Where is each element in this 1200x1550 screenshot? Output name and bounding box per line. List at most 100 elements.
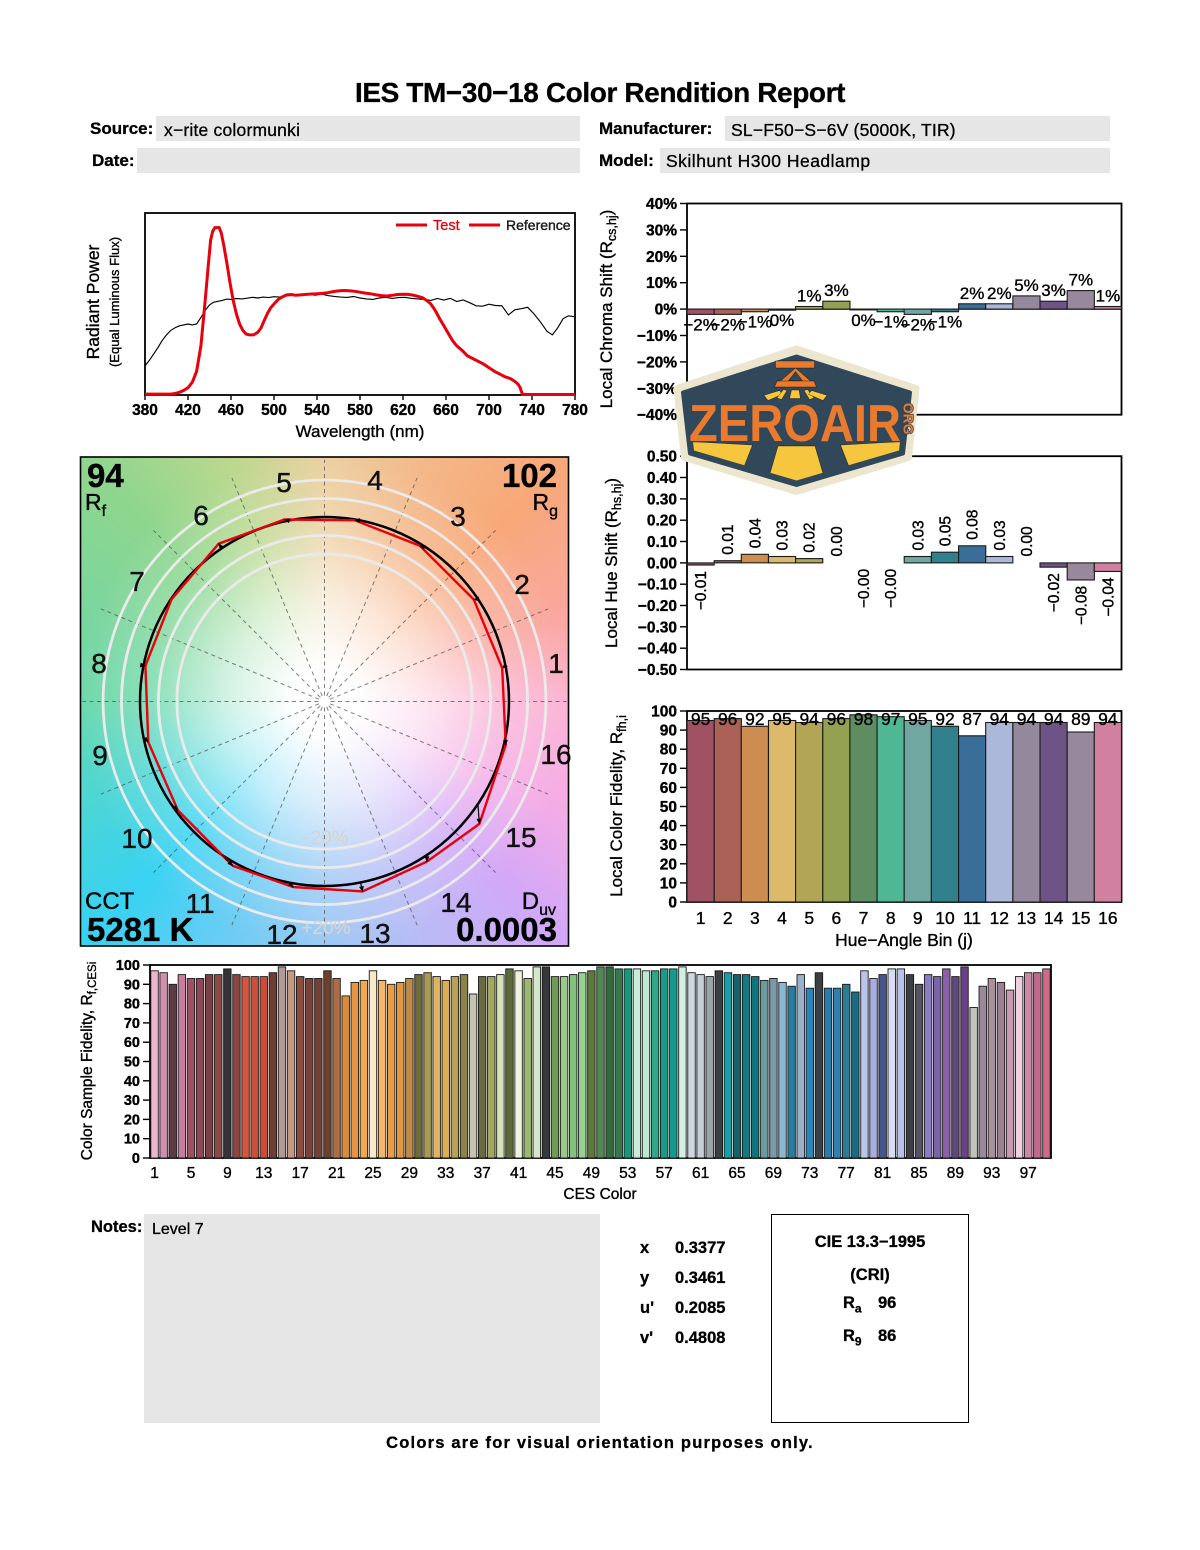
svg-text:20: 20 [660, 856, 677, 873]
svg-text:Local Chroma Shift (Rcs,hj): Local Chroma Shift (Rcs,hj) [597, 210, 619, 409]
svg-text:780: 780 [562, 402, 588, 419]
svg-text:14: 14 [440, 887, 471, 918]
svg-text:20: 20 [124, 1112, 140, 1128]
svg-text:0.03: 0.03 [910, 520, 927, 550]
svg-text:0%: 0% [770, 311, 795, 330]
svg-text:Reference: Reference [506, 217, 571, 233]
svg-text:−0.01: −0.01 [693, 571, 710, 610]
svg-text:0%: 0% [655, 302, 678, 319]
svg-text:94: 94 [1017, 709, 1037, 729]
svg-text:12: 12 [266, 919, 297, 950]
svg-text:69: 69 [765, 1165, 782, 1182]
svg-text:460: 460 [218, 402, 244, 419]
svg-text:45: 45 [546, 1165, 563, 1182]
svg-text:−20%: −20% [637, 354, 677, 371]
svg-text:1: 1 [696, 908, 706, 928]
svg-text:11: 11 [963, 908, 981, 928]
svg-text:+20%: +20% [301, 918, 350, 939]
svg-text:60: 60 [660, 780, 677, 797]
svg-text:5: 5 [276, 467, 292, 498]
svg-text:2: 2 [723, 908, 733, 928]
svg-text:40: 40 [124, 1074, 140, 1090]
svg-text:73: 73 [801, 1165, 818, 1182]
svg-text:13: 13 [1017, 908, 1036, 928]
svg-text:41: 41 [510, 1165, 527, 1182]
svg-text:3: 3 [450, 501, 466, 532]
svg-text:7%: 7% [1069, 271, 1094, 290]
svg-text:80: 80 [660, 742, 677, 759]
svg-text:580: 580 [347, 402, 373, 419]
svg-text:30: 30 [124, 1093, 140, 1109]
svg-text:17: 17 [292, 1165, 309, 1182]
svg-text:0.10: 0.10 [647, 534, 677, 551]
svg-text:−0.04: −0.04 [1100, 577, 1117, 617]
svg-text:740: 740 [519, 402, 545, 419]
svg-text:7: 7 [859, 908, 869, 928]
svg-text:94: 94 [990, 709, 1010, 729]
svg-text:0.02: 0.02 [802, 522, 819, 552]
svg-text:500: 500 [261, 402, 287, 419]
svg-text:53: 53 [619, 1165, 636, 1182]
svg-text:15: 15 [505, 822, 536, 853]
svg-text:Radiant Power: Radiant Power [83, 244, 103, 359]
svg-text:0.00: 0.00 [829, 526, 846, 557]
svg-text:−2%: −2% [710, 315, 745, 334]
svg-text:Wavelength (nm): Wavelength (nm) [296, 422, 425, 441]
svg-text:0.0003: 0.0003 [456, 911, 557, 948]
svg-text:94: 94 [799, 709, 819, 729]
svg-text:85: 85 [910, 1165, 927, 1182]
svg-text:95: 95 [908, 709, 927, 729]
svg-text:49: 49 [583, 1165, 600, 1182]
svg-text:3%: 3% [1041, 281, 1066, 300]
svg-text:94: 94 [1098, 709, 1118, 729]
svg-text:6: 6 [832, 908, 842, 928]
svg-text:33: 33 [437, 1165, 454, 1182]
svg-text:Rf: Rf [85, 489, 107, 520]
svg-text:1: 1 [150, 1165, 159, 1182]
svg-text:15: 15 [1071, 908, 1090, 928]
svg-text:Local Hue Shift (Rhs,hj): Local Hue Shift (Rhs,hj) [602, 478, 624, 648]
svg-text:−0.20: −0.20 [638, 598, 677, 615]
svg-text:10: 10 [935, 908, 955, 928]
svg-text:50: 50 [660, 799, 677, 816]
svg-text:9: 9 [913, 908, 923, 928]
svg-text:30%: 30% [646, 222, 677, 239]
svg-text:0.04: 0.04 [747, 518, 764, 549]
svg-text:−40%: −40% [637, 407, 677, 424]
svg-text:−2%: −2% [901, 315, 936, 334]
svg-text:−0.08: −0.08 [1073, 586, 1090, 625]
svg-text:60: 60 [124, 1035, 140, 1051]
svg-text:CES Color: CES Color [563, 1186, 636, 1203]
svg-text:70: 70 [124, 1016, 140, 1032]
svg-text:37: 37 [474, 1165, 491, 1182]
svg-text:10%: 10% [646, 275, 677, 292]
svg-text:5: 5 [804, 908, 814, 928]
svg-text:96: 96 [718, 709, 737, 729]
svg-text:89: 89 [947, 1165, 964, 1182]
svg-text:700: 700 [476, 402, 502, 419]
svg-text:2%: 2% [987, 284, 1012, 303]
svg-text:ZEROAIR: ZEROAIR [689, 395, 901, 453]
svg-text:−20%: −20% [299, 828, 348, 849]
svg-text:96: 96 [827, 709, 846, 729]
svg-text:92: 92 [935, 709, 954, 729]
svg-text:11: 11 [185, 888, 214, 919]
svg-text:0.00: 0.00 [1019, 526, 1036, 557]
svg-text:94: 94 [1044, 709, 1064, 729]
svg-text:93: 93 [983, 1165, 1000, 1182]
svg-text:ORG: ORG [901, 403, 916, 435]
svg-text:−0.50: −0.50 [638, 662, 677, 679]
svg-text:−0.00: −0.00 [856, 569, 873, 609]
svg-text:0.40: 0.40 [647, 470, 677, 487]
svg-text:0.00: 0.00 [647, 555, 677, 572]
svg-text:90: 90 [660, 723, 677, 740]
svg-text:0.03: 0.03 [775, 520, 792, 550]
svg-text:89: 89 [1071, 709, 1090, 729]
svg-text:10: 10 [660, 875, 677, 892]
svg-text:−1%: −1% [873, 313, 908, 332]
svg-text:−0.40: −0.40 [638, 641, 677, 658]
svg-text:13: 13 [255, 1165, 272, 1182]
svg-text:92: 92 [745, 709, 764, 729]
svg-text:21: 21 [328, 1165, 345, 1182]
svg-text:−2%: −2% [683, 315, 718, 334]
